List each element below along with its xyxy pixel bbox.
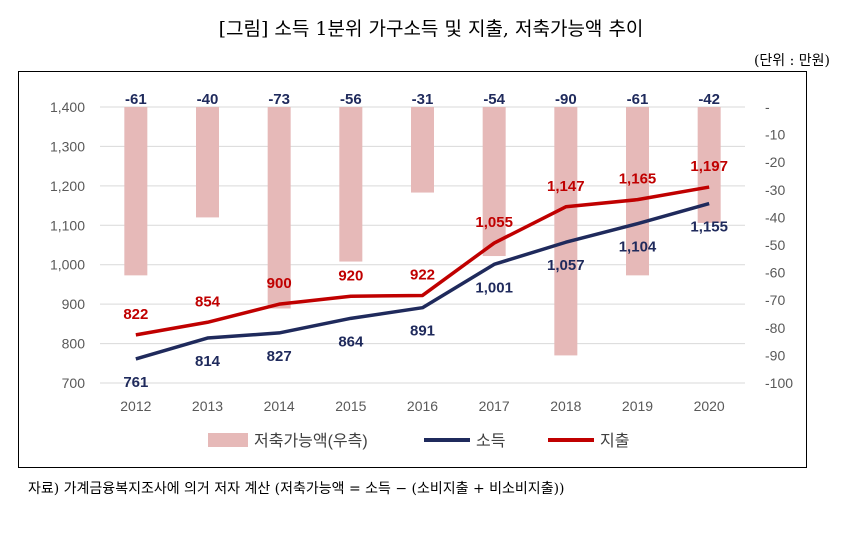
- y-right-tick: -: [765, 99, 770, 115]
- savings-bar: [411, 107, 434, 193]
- chart-frame: [18, 71, 807, 468]
- x-tick: 2016: [407, 398, 438, 414]
- expense-label: 1,055: [475, 214, 513, 231]
- y-right-tick: -80: [765, 320, 785, 336]
- y-right-tick: -30: [765, 182, 785, 198]
- income-label: 761: [123, 374, 148, 391]
- series-lines: [135, 185, 710, 361]
- savings-label: -54: [483, 91, 505, 108]
- legend-savings-label: 저축가능액(우측): [254, 432, 368, 450]
- y-right-tick: -20: [765, 154, 785, 170]
- y-left-tick: 1,100: [50, 217, 85, 233]
- x-tick: 2017: [479, 398, 510, 414]
- axis-ticks: 700 800 900 1,000 1,100 1,200 1,300 1,400 - -10 -2…: [50, 99, 793, 414]
- legend-income-label: 소득: [476, 433, 505, 450]
- data-labels: -61 -40 -73 -56 -31 -54 -90 -61 -42 822 854 900 920 9…: [123, 91, 728, 391]
- savings-label: -40: [197, 91, 219, 108]
- x-tick: 2014: [264, 398, 295, 414]
- x-tick: 2020: [694, 398, 725, 414]
- income-label: 891: [410, 323, 435, 340]
- income-label: 1,155: [690, 219, 728, 236]
- expense-label: 1,197: [690, 158, 728, 175]
- savings-bar: [626, 107, 649, 276]
- expense-label: 1,147: [547, 178, 585, 195]
- income-label: 1,001: [475, 279, 513, 296]
- expense-label: 854: [195, 293, 221, 310]
- y-right-tick: -70: [765, 292, 785, 308]
- income-label: 1,104: [619, 239, 657, 256]
- savings-label: -31: [412, 91, 434, 108]
- savings-bar: [482, 107, 506, 257]
- savings-bar: [554, 107, 578, 356]
- unit-label: (단위 : 만원): [753, 53, 830, 69]
- income-label: 814: [195, 353, 221, 370]
- y-right-tick: -10: [765, 127, 785, 143]
- y-left-tick: 1,200: [50, 178, 85, 194]
- legend-savings-swatch: [208, 433, 248, 447]
- savings-label: -42: [698, 91, 720, 108]
- expense-label: 1,165: [619, 171, 657, 188]
- savings-label: -90: [555, 91, 577, 108]
- savings-label: -73: [268, 91, 290, 108]
- savings-bar: [339, 107, 363, 262]
- savings-bar: [196, 107, 219, 218]
- x-tick: 2015: [335, 398, 366, 414]
- x-tick: 2019: [622, 398, 653, 414]
- income-label: 864: [338, 333, 364, 350]
- source-note: 자료) 가계금융복지조사에 의거 저자 계산 (저축가능액 = 소득 − (소비…: [28, 481, 565, 497]
- income-line: [135, 201, 710, 361]
- x-tick: 2012: [120, 398, 151, 414]
- x-tick: 2018: [550, 398, 581, 414]
- expense-label: 822: [123, 306, 148, 323]
- savings-bar: [267, 107, 291, 309]
- income-label: 827: [267, 348, 292, 365]
- expense-line: [135, 185, 710, 337]
- savings-label: -61: [627, 91, 649, 108]
- legend: 저축가능액(우측) 소득 지출: [208, 432, 629, 450]
- savings-bars: [124, 107, 721, 356]
- y-right-tick: -60: [765, 265, 785, 281]
- legend-expense-label: 지출: [600, 432, 629, 450]
- y-left-tick: 1,000: [50, 257, 85, 273]
- y-right-tick: -50: [765, 237, 785, 253]
- savings-bar: [124, 107, 148, 276]
- y-left-tick: 1,400: [50, 99, 85, 115]
- y-right-tick: -40: [765, 209, 785, 225]
- y-left-tick: 700: [62, 375, 86, 391]
- y-left-tick: 800: [62, 336, 86, 352]
- savings-bar: [697, 107, 721, 223]
- y-left-tick: 900: [62, 296, 86, 312]
- expense-label: 900: [267, 275, 292, 292]
- expense-label: 922: [410, 266, 435, 283]
- savings-label: -61: [125, 91, 147, 108]
- income-label: 1,057: [547, 257, 585, 274]
- expense-label: 920: [338, 267, 363, 284]
- y-left-tick: 1,300: [50, 138, 85, 154]
- y-right-tick: -90: [765, 347, 785, 363]
- y-right-tick: -100: [765, 375, 793, 391]
- chart-title: [그림] 소득 1분위 가구소득 및 지출, 저축가능액 추이: [218, 18, 644, 40]
- x-tick: 2013: [192, 398, 223, 414]
- savings-label: -56: [340, 91, 362, 108]
